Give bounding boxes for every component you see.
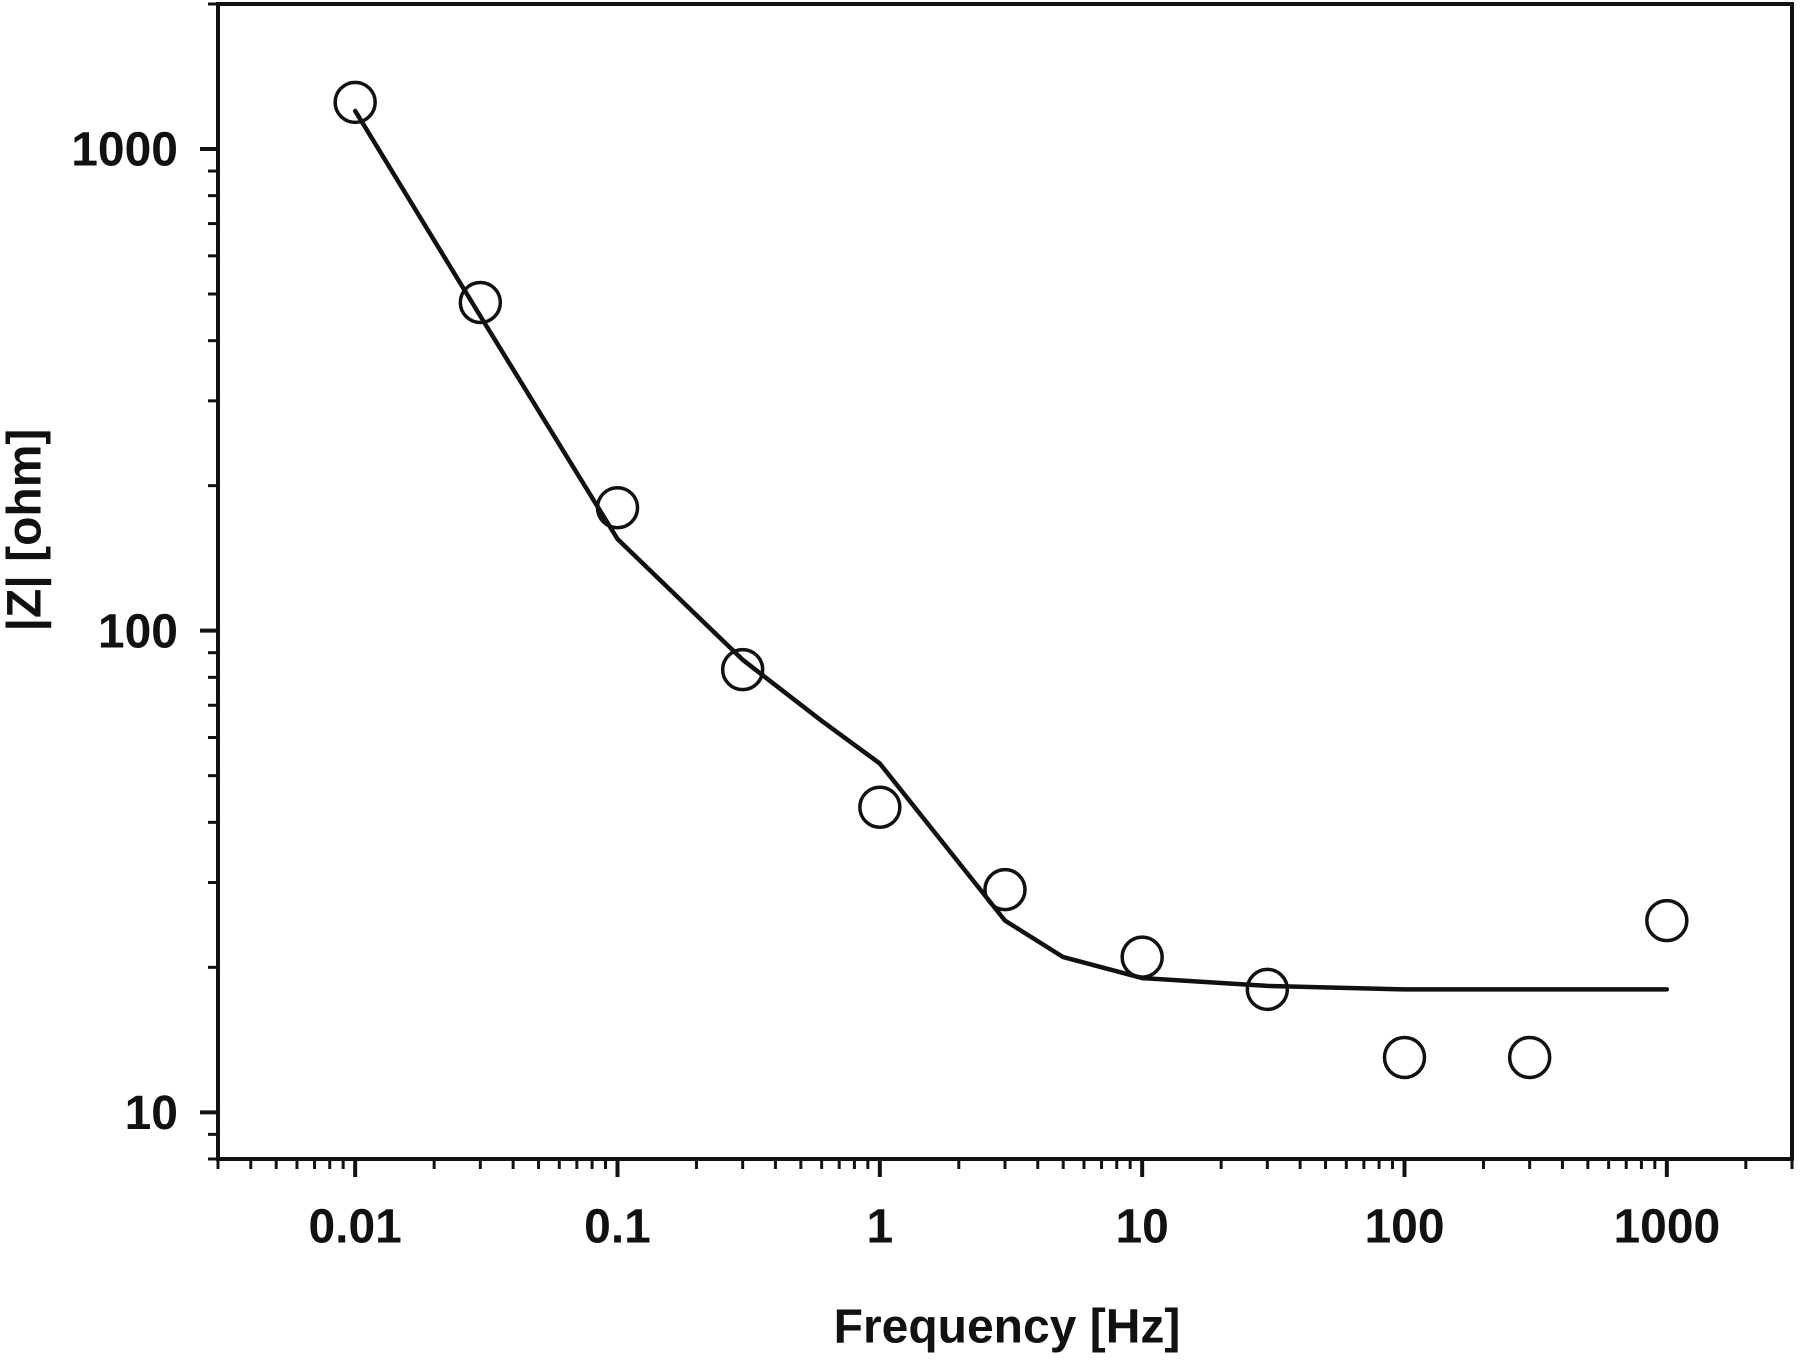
x-tick-label: 100 [1364, 1201, 1444, 1254]
x-tick-label: 0.1 [584, 1201, 651, 1254]
data-point [595, 485, 640, 530]
data-point [1507, 1035, 1552, 1080]
y-tick-label: 10 [125, 1087, 178, 1140]
data-point [1645, 898, 1689, 943]
x-tick-label: 10 [1115, 1201, 1168, 1254]
y-axis-label: |Z| [ohm] [0, 429, 52, 632]
data-point [1120, 935, 1164, 979]
data-point [333, 80, 377, 125]
data-point [983, 867, 1027, 912]
data-point [720, 647, 765, 692]
y-tick-label: 100 [98, 605, 178, 658]
x-tick-label: 0.01 [308, 1201, 401, 1254]
data-point [1382, 1035, 1427, 1080]
x-tick-label: 1000 [1613, 1201, 1720, 1254]
x-tick-label: 1 [866, 1201, 893, 1254]
fit-line [352, 108, 1670, 992]
x-axis-label: Frequency [Hz] [834, 1301, 1181, 1354]
y-tick-label: 1000 [71, 124, 178, 177]
plot-frame [216, 2, 1794, 1161]
data-point [858, 785, 902, 829]
data-point [458, 280, 503, 325]
data-point [1245, 967, 1290, 1012]
